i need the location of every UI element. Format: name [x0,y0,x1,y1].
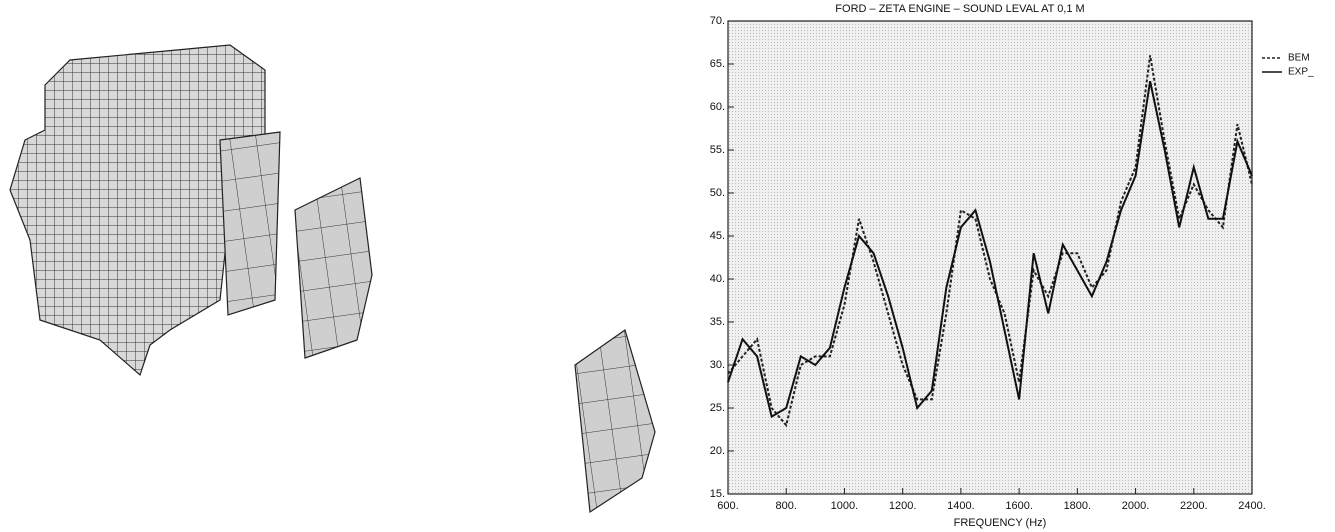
x-tick-label: 1000. [831,500,859,512]
series-line [727,55,1253,428]
x-tick-label: 600. [717,500,738,512]
plot-area [727,20,1253,495]
y-tick-label: 55. [710,144,725,156]
y-tick-label: 60. [710,101,725,113]
y-tick-label: 30. [710,359,725,371]
legend-label: EXP_ [1288,67,1314,78]
x-axis-label: FREQUENCY (Hz) [954,517,1047,529]
x-tick-label: 1800. [1064,500,1092,512]
x-tick-label: 800. [776,500,797,512]
x-tick-label: 1600. [1005,500,1033,512]
legend-label: BEM [1288,53,1310,64]
panel [294,177,373,359]
y-tick-label: 45. [710,230,725,242]
mesh-drawing [9,44,656,514]
x-tick-label: 2400. [1238,500,1266,512]
chart-title: FORD – ZETA ENGINE – SOUND LEVAL AT 0,1 … [835,3,1084,15]
y-tick-label: 15. [710,488,725,500]
y-tick-label: 40. [710,273,725,285]
x-tick-label: 2000. [1122,500,1150,512]
panel [574,329,656,514]
x-tick-label: 2200. [1180,500,1208,512]
x-tick-label: 1200. [889,500,917,512]
panel [219,131,281,316]
series-line [727,80,1253,419]
y-tick-label: 20. [710,445,725,457]
y-tick-label: 50. [710,187,725,199]
x-tick-label: 1400. [947,500,975,512]
y-tick-label: 25. [710,402,725,414]
y-tick-label: 65. [710,58,725,70]
y-tick-label: 35. [710,316,725,328]
engine-block [9,44,266,377]
y-tick-label: 70. [710,15,725,27]
